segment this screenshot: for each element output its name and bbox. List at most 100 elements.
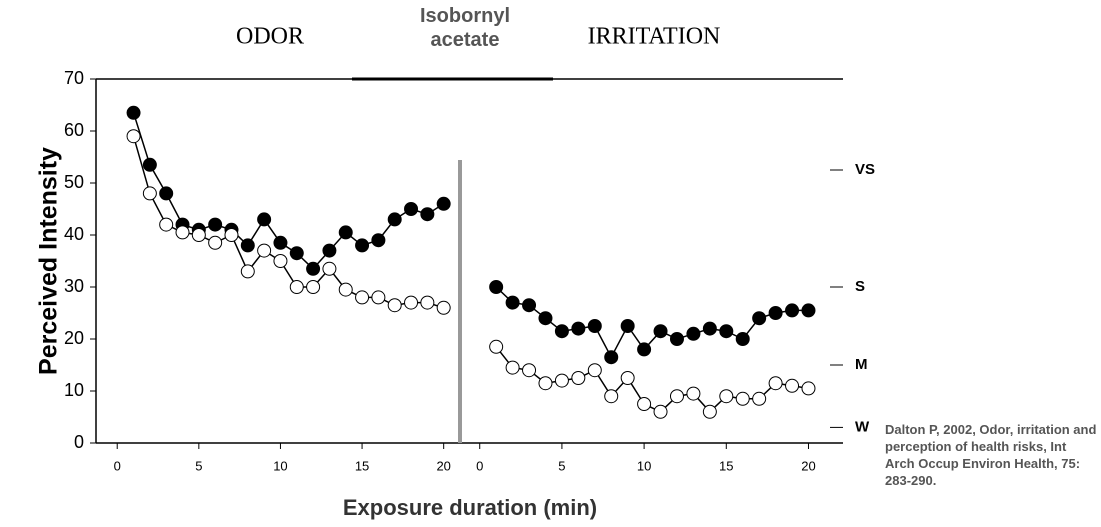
data-point [208,235,223,250]
y-axis-title: Perceived Intensity [35,147,63,375]
data-point [306,261,321,276]
data-point [686,326,701,341]
panel-title: IRRITATION [588,24,721,50]
data-point [159,217,174,232]
y2-tick-label: S [855,278,865,295]
data-point [752,311,767,326]
data-point [620,319,635,333]
data-point [522,298,537,313]
x-axis-title: Exposure duration (min) [343,495,597,520]
data-point [702,404,717,419]
y2-tick-label: M [855,356,868,373]
data-point [505,360,520,375]
y-tick-label: 60 [64,120,84,140]
x-tick-label: 5 [558,458,565,473]
data-point [620,371,635,385]
data-point [257,243,272,258]
data-point [142,157,157,172]
y-tick-label: 30 [64,276,84,296]
data-point [306,280,321,294]
data-point [489,280,504,294]
data-point [387,212,402,227]
data-point [554,324,569,339]
data-point [735,391,750,406]
data-point [420,207,435,222]
x-tick-label: 20 [801,458,815,473]
data-point [404,295,419,310]
citation: Dalton P, 2002, Odor, irritation and per… [885,422,1097,488]
data-point [257,212,272,227]
data-point [801,381,816,396]
data-point [322,243,337,258]
data-point [240,264,255,279]
data-point [289,280,304,294]
x-tick-label: 20 [436,458,450,473]
y-tick-label: 70 [64,68,84,88]
data-point [669,389,684,404]
data-point [175,225,190,240]
data-point [126,129,141,144]
data-point [420,295,435,310]
data-point [538,311,553,326]
data-point [387,298,402,313]
data-point [240,238,255,253]
data-point [489,339,504,354]
data-point [355,290,370,305]
data-point [338,225,353,240]
data-point [785,303,800,318]
data-point [801,303,816,318]
y-tick-label: 10 [64,380,84,400]
y-tick-label: 50 [64,172,84,192]
data-point [637,397,652,411]
y-tick-label: 20 [64,328,84,348]
x-tick-label: 5 [195,458,202,473]
data-point [371,290,386,305]
data-point [273,254,288,268]
data-point [538,376,553,391]
data-point [686,386,701,401]
data-point [735,332,750,346]
data-point [142,186,157,201]
data-point [355,238,370,253]
data-point [637,342,652,357]
data-point [338,282,353,297]
data-point [653,404,668,419]
x-tick-label: 0 [114,458,121,473]
data-point [768,376,783,391]
data-point [404,202,419,216]
data-point [159,186,174,201]
data-point [322,261,337,276]
data-point [571,371,586,385]
data-point [522,363,537,378]
data-point [604,350,619,365]
panel-title: ODOR [236,24,304,50]
data-point [604,389,619,404]
chart-title: Isobornyl acetate [419,5,510,51]
x-tick-label: 10 [273,458,287,473]
data-point [224,228,239,242]
data-point [587,363,602,378]
data-point [436,196,451,211]
data-point [702,321,717,336]
y2-tick-label: VS [855,161,875,178]
data-point [669,332,684,346]
data-point [571,321,586,336]
y2-tick-label: W [855,418,870,435]
x-tick-label: 10 [637,458,651,473]
data-point [191,228,206,242]
data-point [785,378,800,393]
data-point [752,391,767,406]
x-tick-label: 15 [355,458,369,473]
x-tick-label: 0 [476,458,483,473]
y-tick-label: 40 [64,224,84,244]
data-point [208,217,223,232]
data-point [436,300,451,315]
data-point [371,233,386,248]
data-point [719,324,734,339]
x-tick-label: 15 [719,458,733,473]
data-point [505,295,520,310]
series-line [132,112,445,270]
data-point [653,324,668,339]
